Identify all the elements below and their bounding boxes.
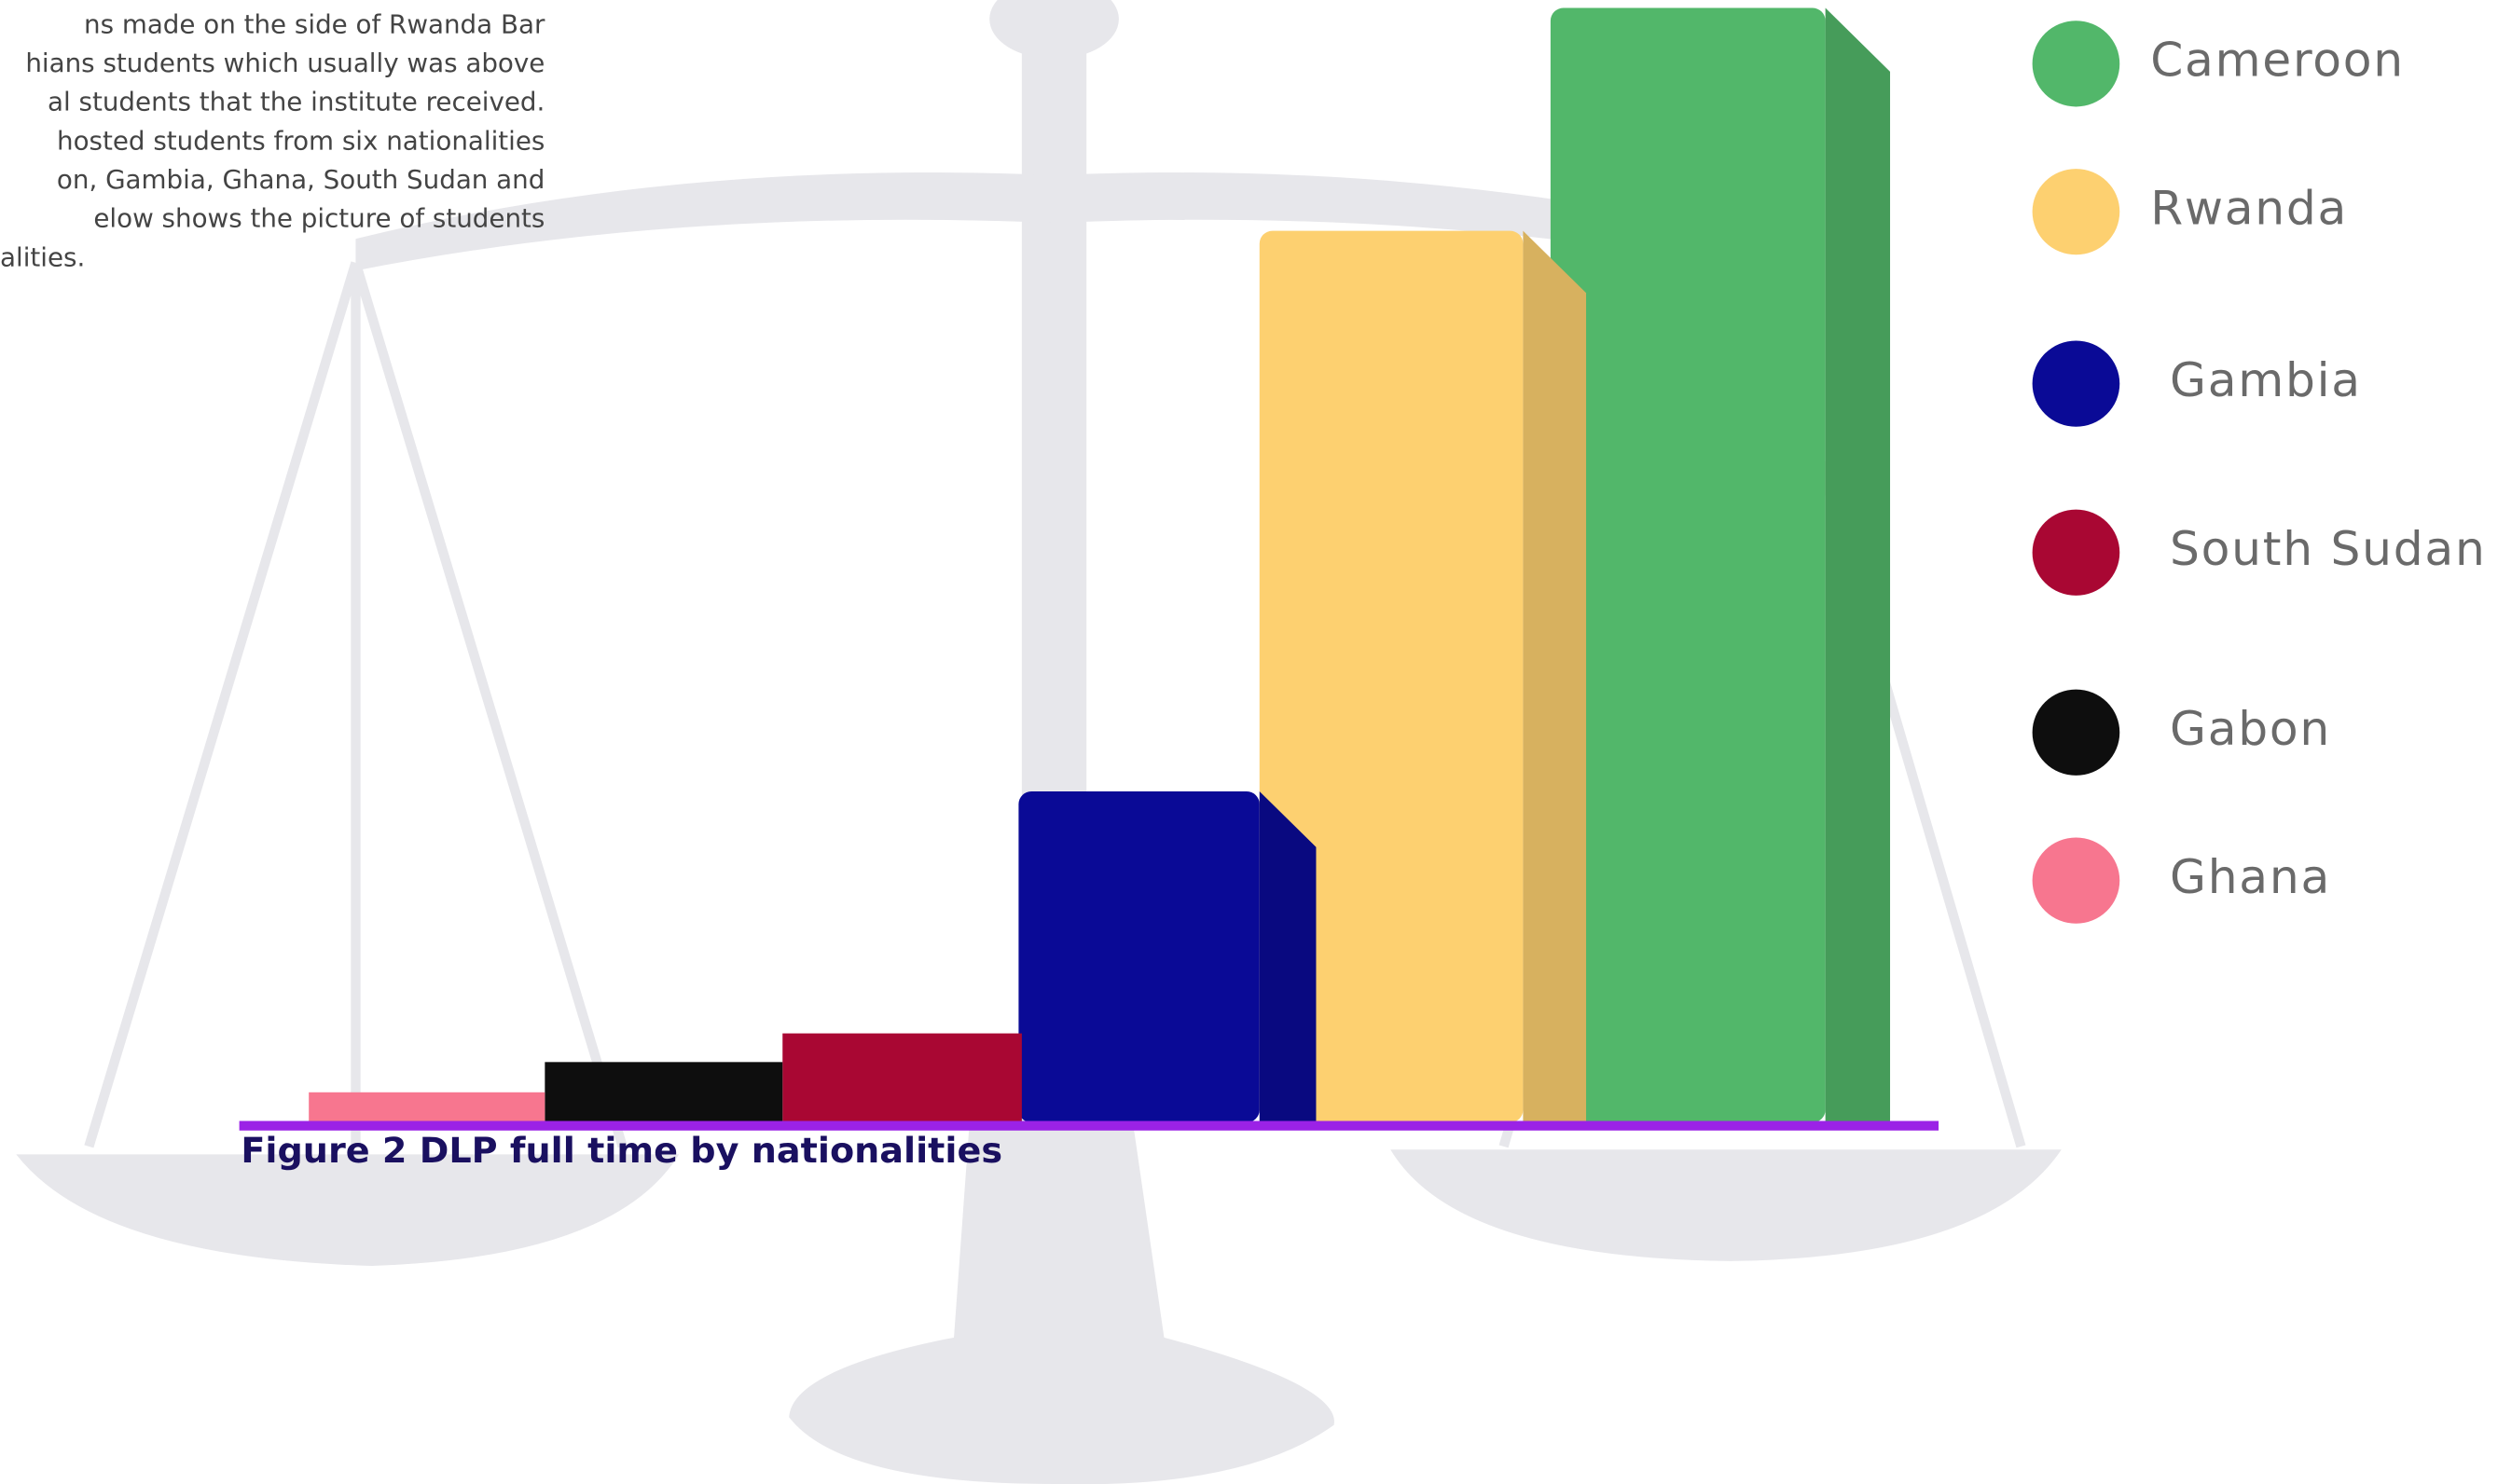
legend-label: Ghana [2170, 850, 2331, 904]
legend-swatch [2032, 169, 2120, 255]
paragraph-line: on, Gambia, Ghana, South Sudan and [57, 165, 545, 195]
legend: Cameroon Rwanda Gambia South Sudan Gabon Ghan… [2032, 21, 2487, 924]
baseline [239, 1120, 1939, 1131]
caption: Figure 2 DLP full time by nationalities [241, 1130, 1002, 1171]
legend-label: Gambia [2170, 353, 2362, 407]
bar [1259, 230, 1524, 1123]
bar-side [1523, 230, 1587, 1123]
legend-swatch [2032, 837, 2120, 924]
bars [309, 7, 1891, 1123]
legend-label: Rwanda [2150, 182, 2348, 236]
bar [309, 1092, 545, 1123]
legend-swatch [2032, 21, 2120, 107]
paragraph-line: hosted students from six nationalities [57, 126, 545, 156]
paragraph-line: ns made on the side of Rwanda Bar [84, 9, 545, 39]
legend-label: Cameroon [2150, 34, 2405, 88]
bar-side [1825, 7, 1891, 1123]
paragraph-line: alities. [0, 243, 85, 273]
paragraph-line: hians students which usually was above [25, 48, 545, 78]
legend-swatch [2032, 689, 2120, 776]
legend-swatch [2032, 509, 2120, 596]
legend-label: South Sudan [2170, 522, 2487, 576]
paragraph-line: elow shows the picture of students [93, 204, 545, 234]
bar-side [1259, 790, 1317, 1123]
legend-label: Gabon [2170, 702, 2331, 756]
bar [545, 1062, 783, 1123]
legend-swatch [2032, 340, 2120, 427]
bar [782, 1033, 1022, 1123]
bar [1550, 7, 1826, 1123]
bar [1018, 790, 1260, 1123]
paragraph-line: al students that the institute received. [48, 88, 545, 117]
paragraph: ns made on the side of Rwanda Bar hians s… [0, 9, 545, 272]
